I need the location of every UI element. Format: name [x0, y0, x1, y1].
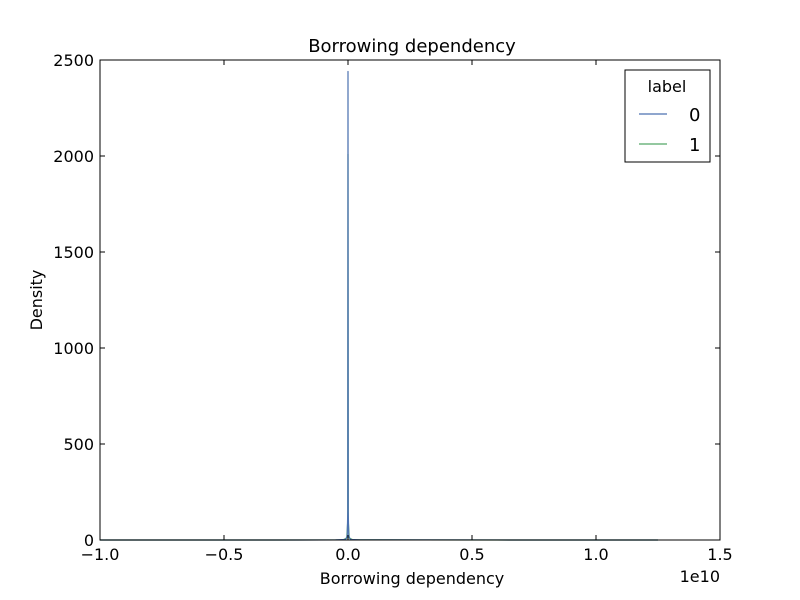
x-tick-label: −0.5	[205, 545, 244, 564]
x-axis-ticks: −1.0 −0.5 0.0 0.5 1.0 1.5	[81, 60, 733, 564]
y-tick-label: 1500	[53, 243, 94, 262]
x-tick-label: 0.5	[459, 545, 484, 564]
series-layer	[100, 70, 659, 541]
y-tick-label: 2000	[53, 147, 94, 166]
x-axis-offset-label: 1e10	[680, 567, 720, 586]
y-tick-label: 0	[84, 531, 94, 550]
legend-label-series-0: 0	[689, 105, 700, 126]
y-tick-label: 500	[63, 435, 94, 454]
x-tick-label: 0.0	[335, 545, 360, 564]
x-tick-label: −1.0	[81, 545, 120, 564]
y-axis-ticks: 0 500 1000 1500 2000 2500	[53, 51, 720, 550]
legend-box	[624, 69, 711, 163]
y-tick-label: 1000	[53, 339, 94, 358]
series-line-1	[100, 153, 659, 541]
series-line-0	[100, 70, 659, 541]
x-tick-label: 1.0	[583, 545, 608, 564]
x-tick-label: 1.5	[707, 545, 732, 564]
plot-frame	[99, 59, 721, 541]
y-tick-label: 2500	[53, 51, 94, 70]
legend: label 0 1	[624, 69, 711, 163]
legend-label-series-1: 1	[689, 135, 700, 156]
chart-title: Borrowing dependency	[308, 36, 516, 57]
legend-title: label	[648, 77, 687, 96]
x-axis-label: Borrowing dependency	[320, 569, 505, 588]
y-axis-label: Density	[27, 270, 46, 331]
